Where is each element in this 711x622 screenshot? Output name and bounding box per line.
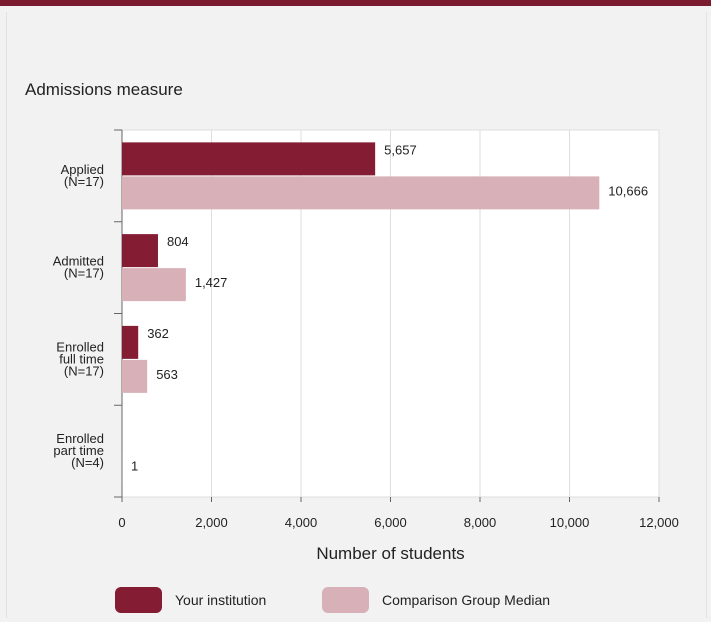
data-label-comparison-1: 1,427 — [195, 275, 228, 290]
bar-comparison-0 — [122, 176, 600, 210]
data-label-comparison-2: 563 — [156, 367, 178, 382]
category-label-3-line-2: (N=4) — [71, 455, 104, 470]
data-label-institution-0: 5,657 — [384, 142, 417, 157]
bar-institution-2 — [122, 325, 139, 359]
category-label-2-line-0: Enrolled — [56, 339, 104, 354]
chart-title: Admissions measure — [25, 80, 183, 99]
x-tick-label-2000: 2,000 — [195, 515, 228, 530]
legend-swatch-comparison — [322, 587, 369, 613]
x-tick-label-0: 0 — [118, 515, 125, 530]
bar-comparison-1 — [122, 268, 186, 302]
x-axis-title: Number of students — [316, 544, 464, 563]
category-label-2-line-2: (N=17) — [64, 363, 104, 378]
bar-comparison-2 — [122, 359, 148, 393]
x-tick-label-12000: 12,000 — [639, 515, 679, 530]
category-label-3-line-0: Enrolled — [56, 431, 104, 446]
category-label-3-line-1: part time — [53, 443, 104, 458]
category-label-1-line-1: (N=17) — [64, 266, 104, 281]
category-label-0-line-1: (N=17) — [64, 174, 104, 189]
data-label-comparison-3: 1 — [131, 459, 138, 474]
data-label-institution-2: 362 — [147, 326, 169, 341]
legend-swatch-institution — [115, 587, 162, 613]
category-label-2-line-1: full time — [59, 351, 104, 366]
bar-institution-1 — [122, 234, 158, 268]
x-tick-label-4000: 4,000 — [285, 515, 318, 530]
x-tick-label-8000: 8,000 — [464, 515, 497, 530]
x-tick-label-6000: 6,000 — [374, 515, 407, 530]
category-label-0-line-0: Applied — [61, 162, 104, 177]
bar-institution-0 — [122, 142, 376, 176]
category-label-1-line-0: Admitted — [53, 254, 104, 269]
data-label-institution-1: 804 — [167, 234, 189, 249]
top-accent-bar — [0, 0, 711, 6]
legend-label-comparison: Comparison Group Median — [382, 592, 550, 608]
legend-label-institution: Your institution — [175, 592, 266, 608]
data-label-comparison-0: 10,666 — [608, 183, 648, 198]
x-tick-label-10000: 10,000 — [550, 515, 590, 530]
